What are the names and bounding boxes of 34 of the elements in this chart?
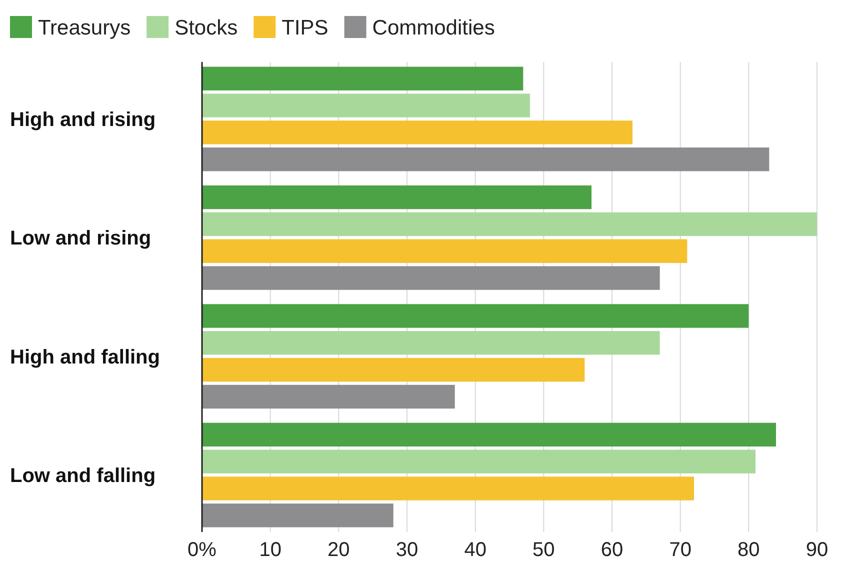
x-tick-label: 40 [464,539,486,562]
bar [202,94,530,118]
bar [202,266,660,290]
bar [202,185,592,210]
bar [202,450,756,474]
bar [202,304,749,328]
x-tick-label: 30 [396,539,418,562]
legend-label: TIPS [282,16,328,40]
y-tick-label: High and rising [10,108,156,131]
x-tick-label: 80 [738,539,760,562]
legend-label: Treasurys [38,16,131,40]
bar [202,212,817,236]
bar [202,358,585,382]
y-tick-label: High and falling [10,346,160,368]
x-tick-label: 60 [600,539,624,562]
bar [202,331,660,355]
legend-label: Commodities [372,16,495,40]
x-tick-label: 70 [669,539,692,562]
bar [202,476,694,500]
x-tick-label: 0% [188,539,217,562]
bar [202,504,394,528]
x-tick-label: 20 [328,539,350,562]
bar [202,148,770,172]
bar [202,66,524,90]
y-tick-label: Low and falling [10,465,156,488]
x-tick-label: 50 [532,539,555,562]
x-tick-label: 90 [806,539,828,562]
y-tick-label: Low and rising [10,228,152,250]
bar [202,120,632,144]
bar [202,384,455,409]
x-tick-label: 10 [259,539,282,562]
bar [202,239,688,263]
bar [202,422,776,446]
legend-label: Stocks [174,16,238,40]
